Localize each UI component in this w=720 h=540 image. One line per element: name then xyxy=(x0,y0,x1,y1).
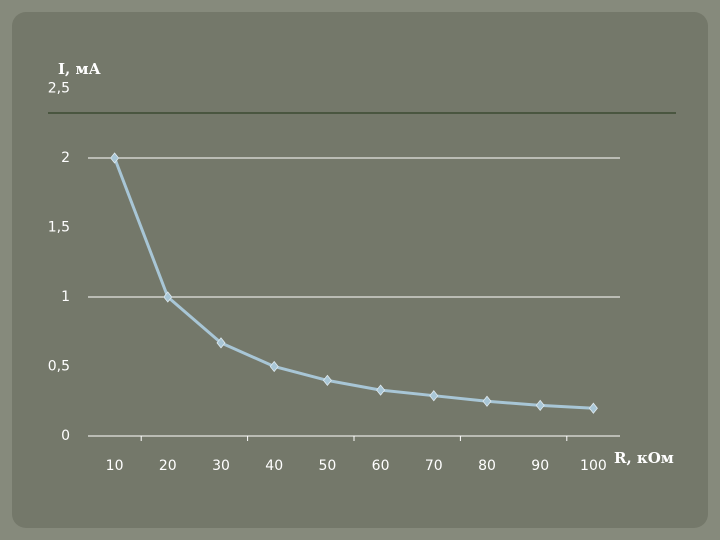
x-tick-label: 10 xyxy=(106,458,124,474)
x-tick-label: 50 xyxy=(318,458,336,474)
y-tick-label: 2 xyxy=(61,150,70,166)
data-point xyxy=(429,390,439,402)
data-point xyxy=(216,337,226,349)
data-line xyxy=(113,157,594,410)
x-tick-label: 90 xyxy=(531,458,549,474)
y-axis-label: I, мА xyxy=(58,60,101,78)
x-axis-label: R, кОм xyxy=(614,449,674,467)
data-point xyxy=(110,152,120,164)
y-tick-label: 1,5 xyxy=(48,220,70,236)
x-tick-label: 80 xyxy=(478,458,496,474)
data-point xyxy=(322,374,332,387)
x-tick-label: 30 xyxy=(212,458,230,474)
data-point xyxy=(376,384,386,396)
data-point xyxy=(535,399,545,412)
x-tick-label: 100 xyxy=(580,458,607,474)
y-tick-label: 0,5 xyxy=(48,359,70,375)
y-tick-label: 1 xyxy=(61,289,70,305)
y-tick-label: 0 xyxy=(61,428,70,444)
y-tick-label: 2,5 xyxy=(48,81,70,97)
data-point xyxy=(269,360,279,373)
x-tick-label: 60 xyxy=(372,458,390,474)
x-tick-label: 20 xyxy=(159,458,177,474)
x-tick-label: 40 xyxy=(265,458,283,474)
x-tick-label: 70 xyxy=(425,458,443,474)
data-point xyxy=(588,402,598,414)
slide-background xyxy=(12,12,708,528)
data-point xyxy=(482,395,492,407)
data-point xyxy=(163,291,173,303)
